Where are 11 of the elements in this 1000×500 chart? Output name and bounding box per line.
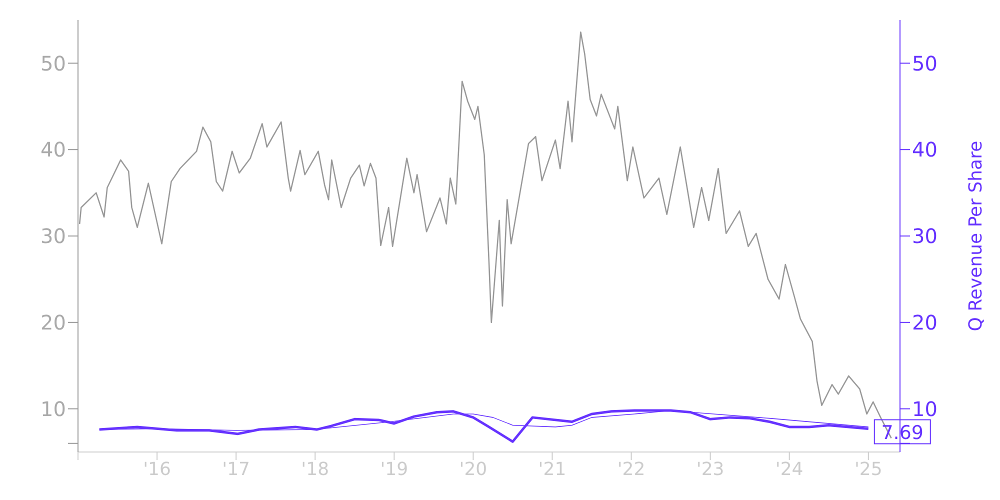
y-tick-label: 30	[40, 224, 66, 248]
y-tick-label: 50	[40, 51, 66, 76]
y-tick-label: 40	[40, 138, 66, 162]
y-tick-label: 20	[40, 310, 66, 334]
y2-tick-label: 30	[912, 224, 938, 248]
y2-tick-label: 40	[912, 138, 938, 162]
y2-tick-label: 50	[912, 51, 938, 76]
y2-tick-label: 10	[912, 396, 938, 421]
y2-axis-title: Q Revenue Per Share	[965, 140, 986, 332]
y-tick-label: 10	[40, 396, 66, 421]
y2-tick-label: 20	[912, 310, 938, 334]
